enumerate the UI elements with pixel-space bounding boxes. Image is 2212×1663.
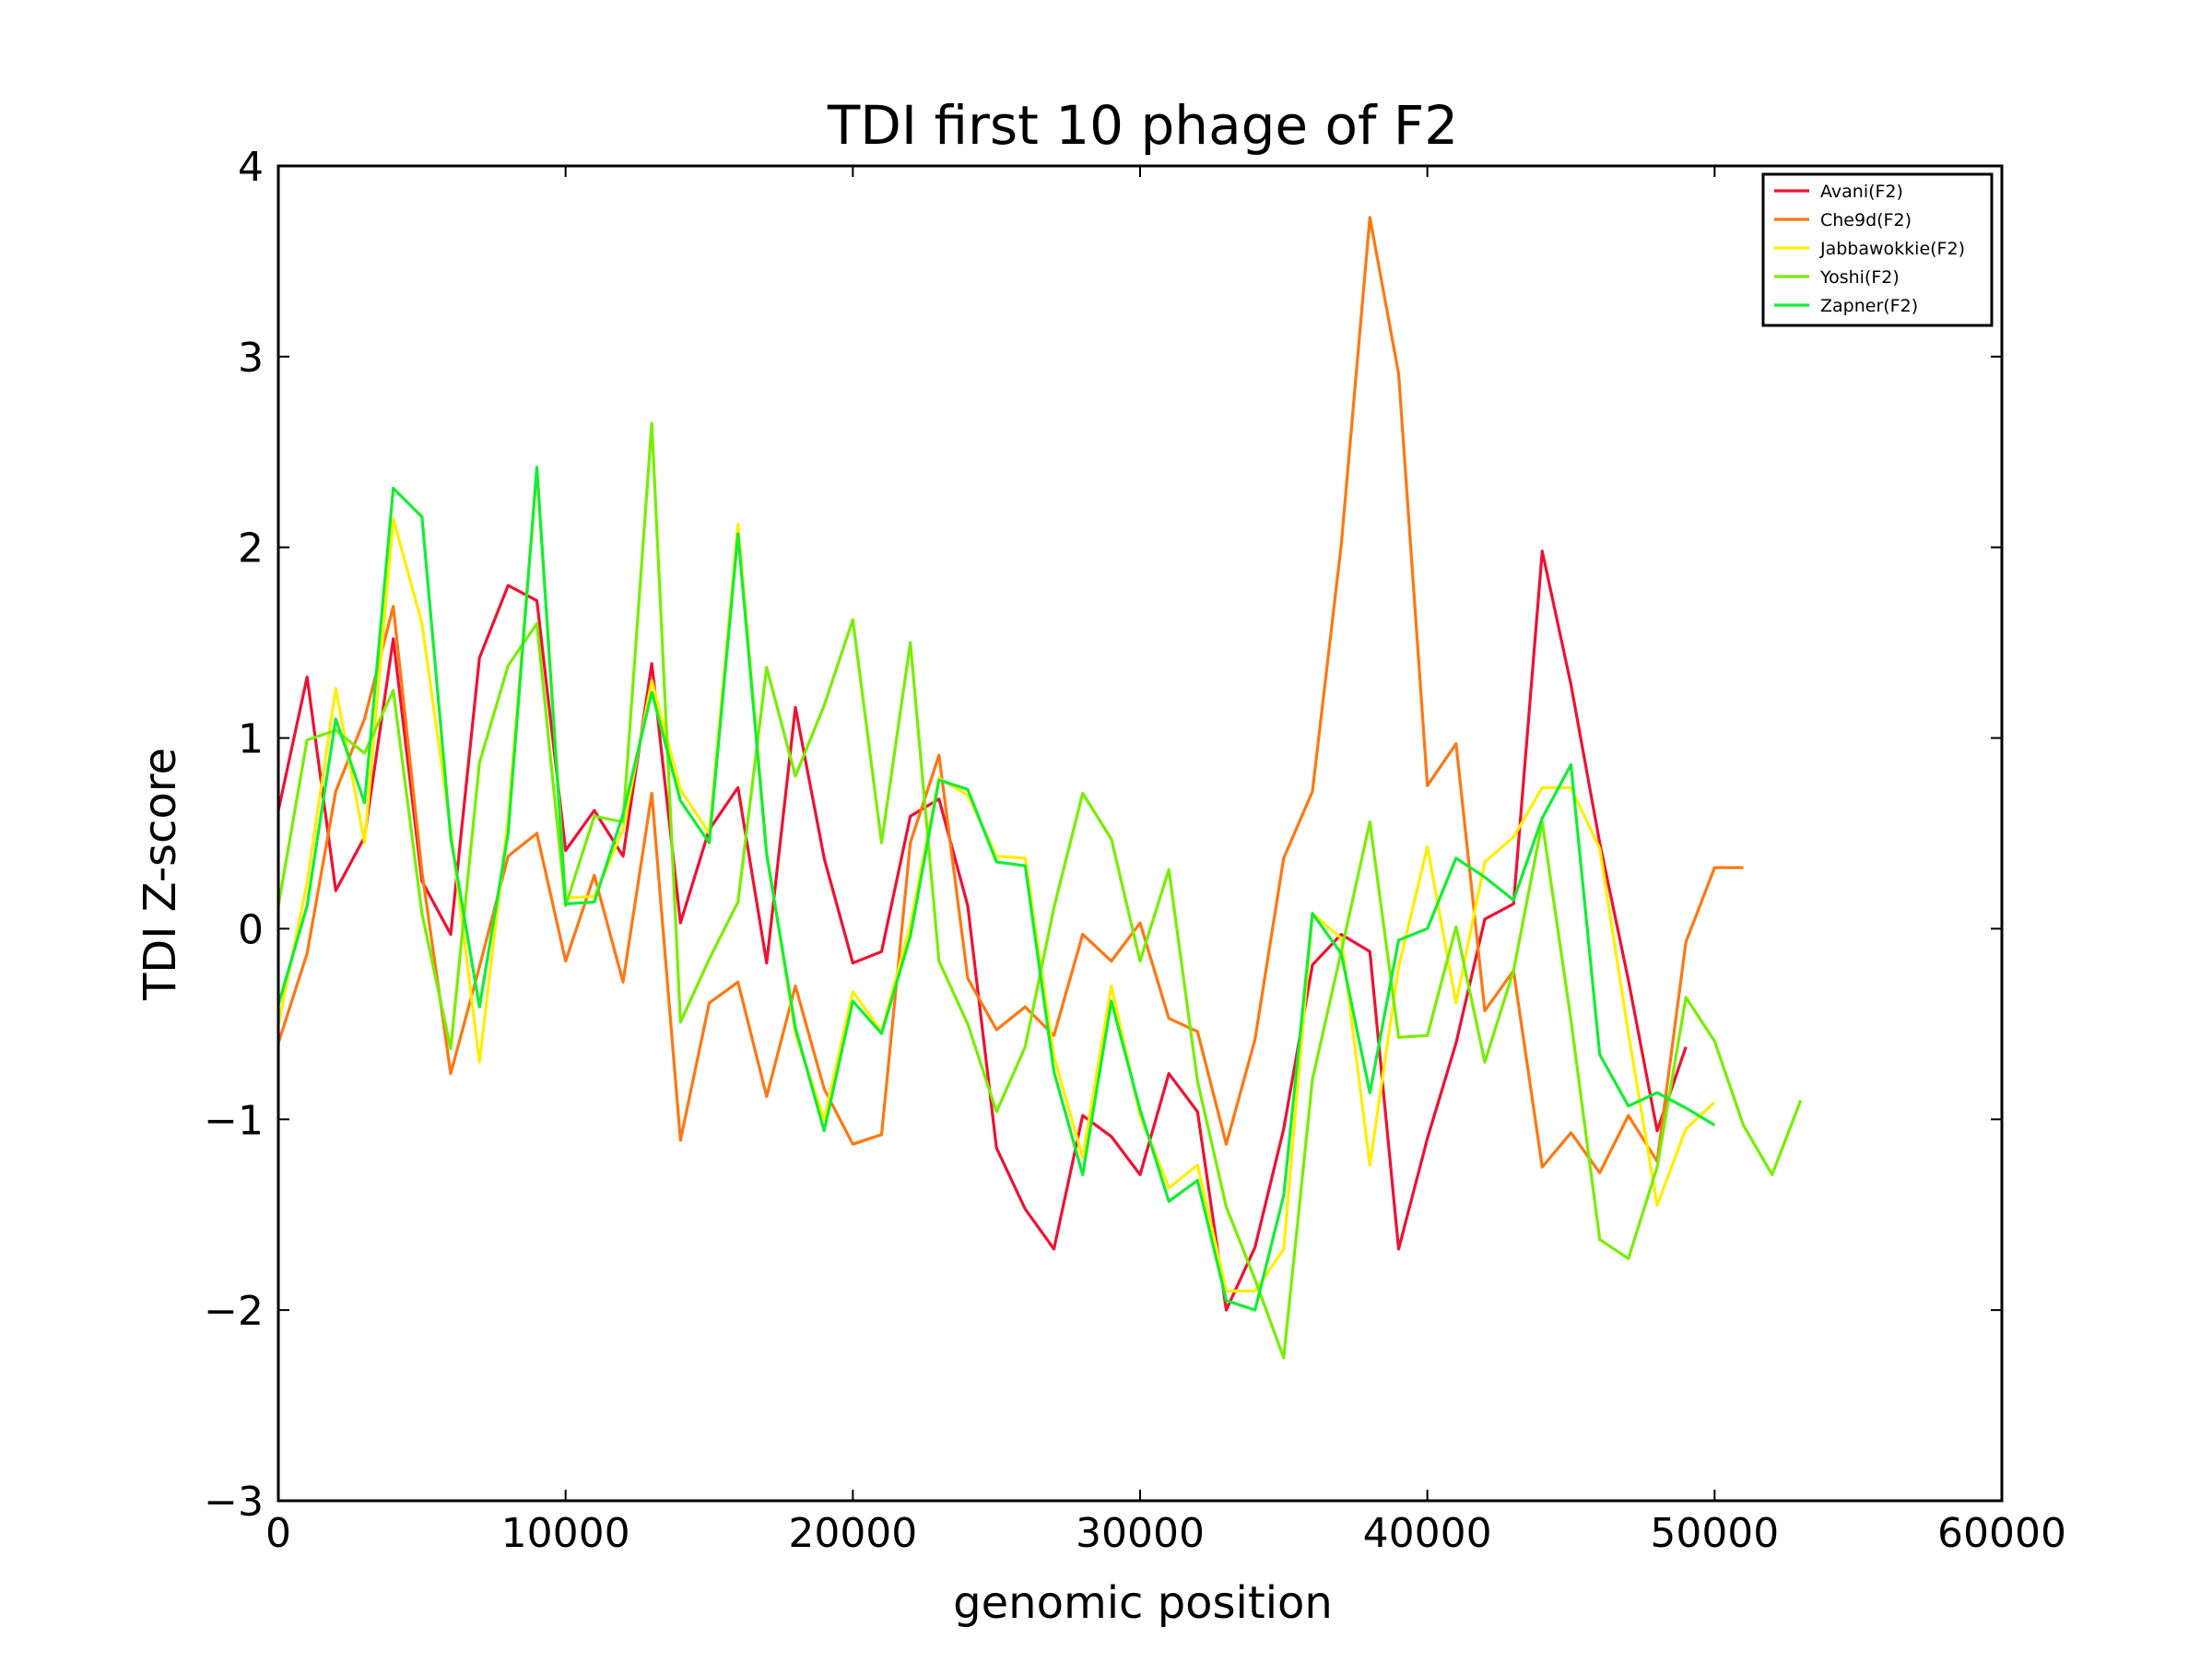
y-tick-label: 2 — [238, 525, 264, 572]
axes: 0 10000 20000 30000 40000 50000 60000 −3 −2 −1 0 1 2… — [204, 144, 2066, 1557]
legend-label: Che9d(F2) — [1820, 210, 1912, 230]
legend: Avani(F2) Che9d(F2) Jabbawokkie(F2) Yoshi(F… — [1761, 172, 1994, 327]
legend-box — [1761, 172, 1994, 327]
y-tick-label: 3 — [238, 335, 264, 382]
y-tick-label: 4 — [238, 144, 264, 191]
series-line-1 — [276, 216, 1744, 1174]
series-lines — [276, 216, 1803, 1360]
legend-label: Avani(F2) — [1820, 182, 1903, 202]
x-tick-label: 20000 — [788, 1510, 917, 1557]
legend-label: Jabbawokkie(F2) — [1819, 239, 1965, 259]
x-tick-label: 10000 — [501, 1510, 630, 1557]
legend-label: Yoshi(F2) — [1819, 267, 1900, 288]
x-axis-label: genomic position — [953, 1577, 1333, 1629]
x-tick-label: 30000 — [1076, 1510, 1205, 1557]
series-line-0 — [276, 549, 1688, 1312]
plot-background — [278, 166, 2002, 1501]
x-tick-label: 40000 — [1363, 1510, 1492, 1557]
y-tick-label: −2 — [204, 1288, 264, 1335]
y-tick-label: −1 — [204, 1097, 264, 1144]
x-tick-label: 60000 — [1937, 1510, 2066, 1557]
series-line-4 — [276, 466, 1716, 1312]
x-tick-label: 0 — [265, 1510, 291, 1557]
y-tick-label: 1 — [238, 716, 264, 763]
y-axis-label: TDI Z-score — [135, 748, 186, 1001]
chart-title: TDI first 10 phage of F2 — [827, 94, 1458, 157]
x-tick-label: 50000 — [1650, 1510, 1779, 1557]
y-tick-label: −3 — [204, 1479, 264, 1526]
y-tick-label: 0 — [238, 906, 264, 953]
plot-area — [278, 166, 2002, 1501]
legend-label: Zapner(F2) — [1820, 296, 1918, 316]
